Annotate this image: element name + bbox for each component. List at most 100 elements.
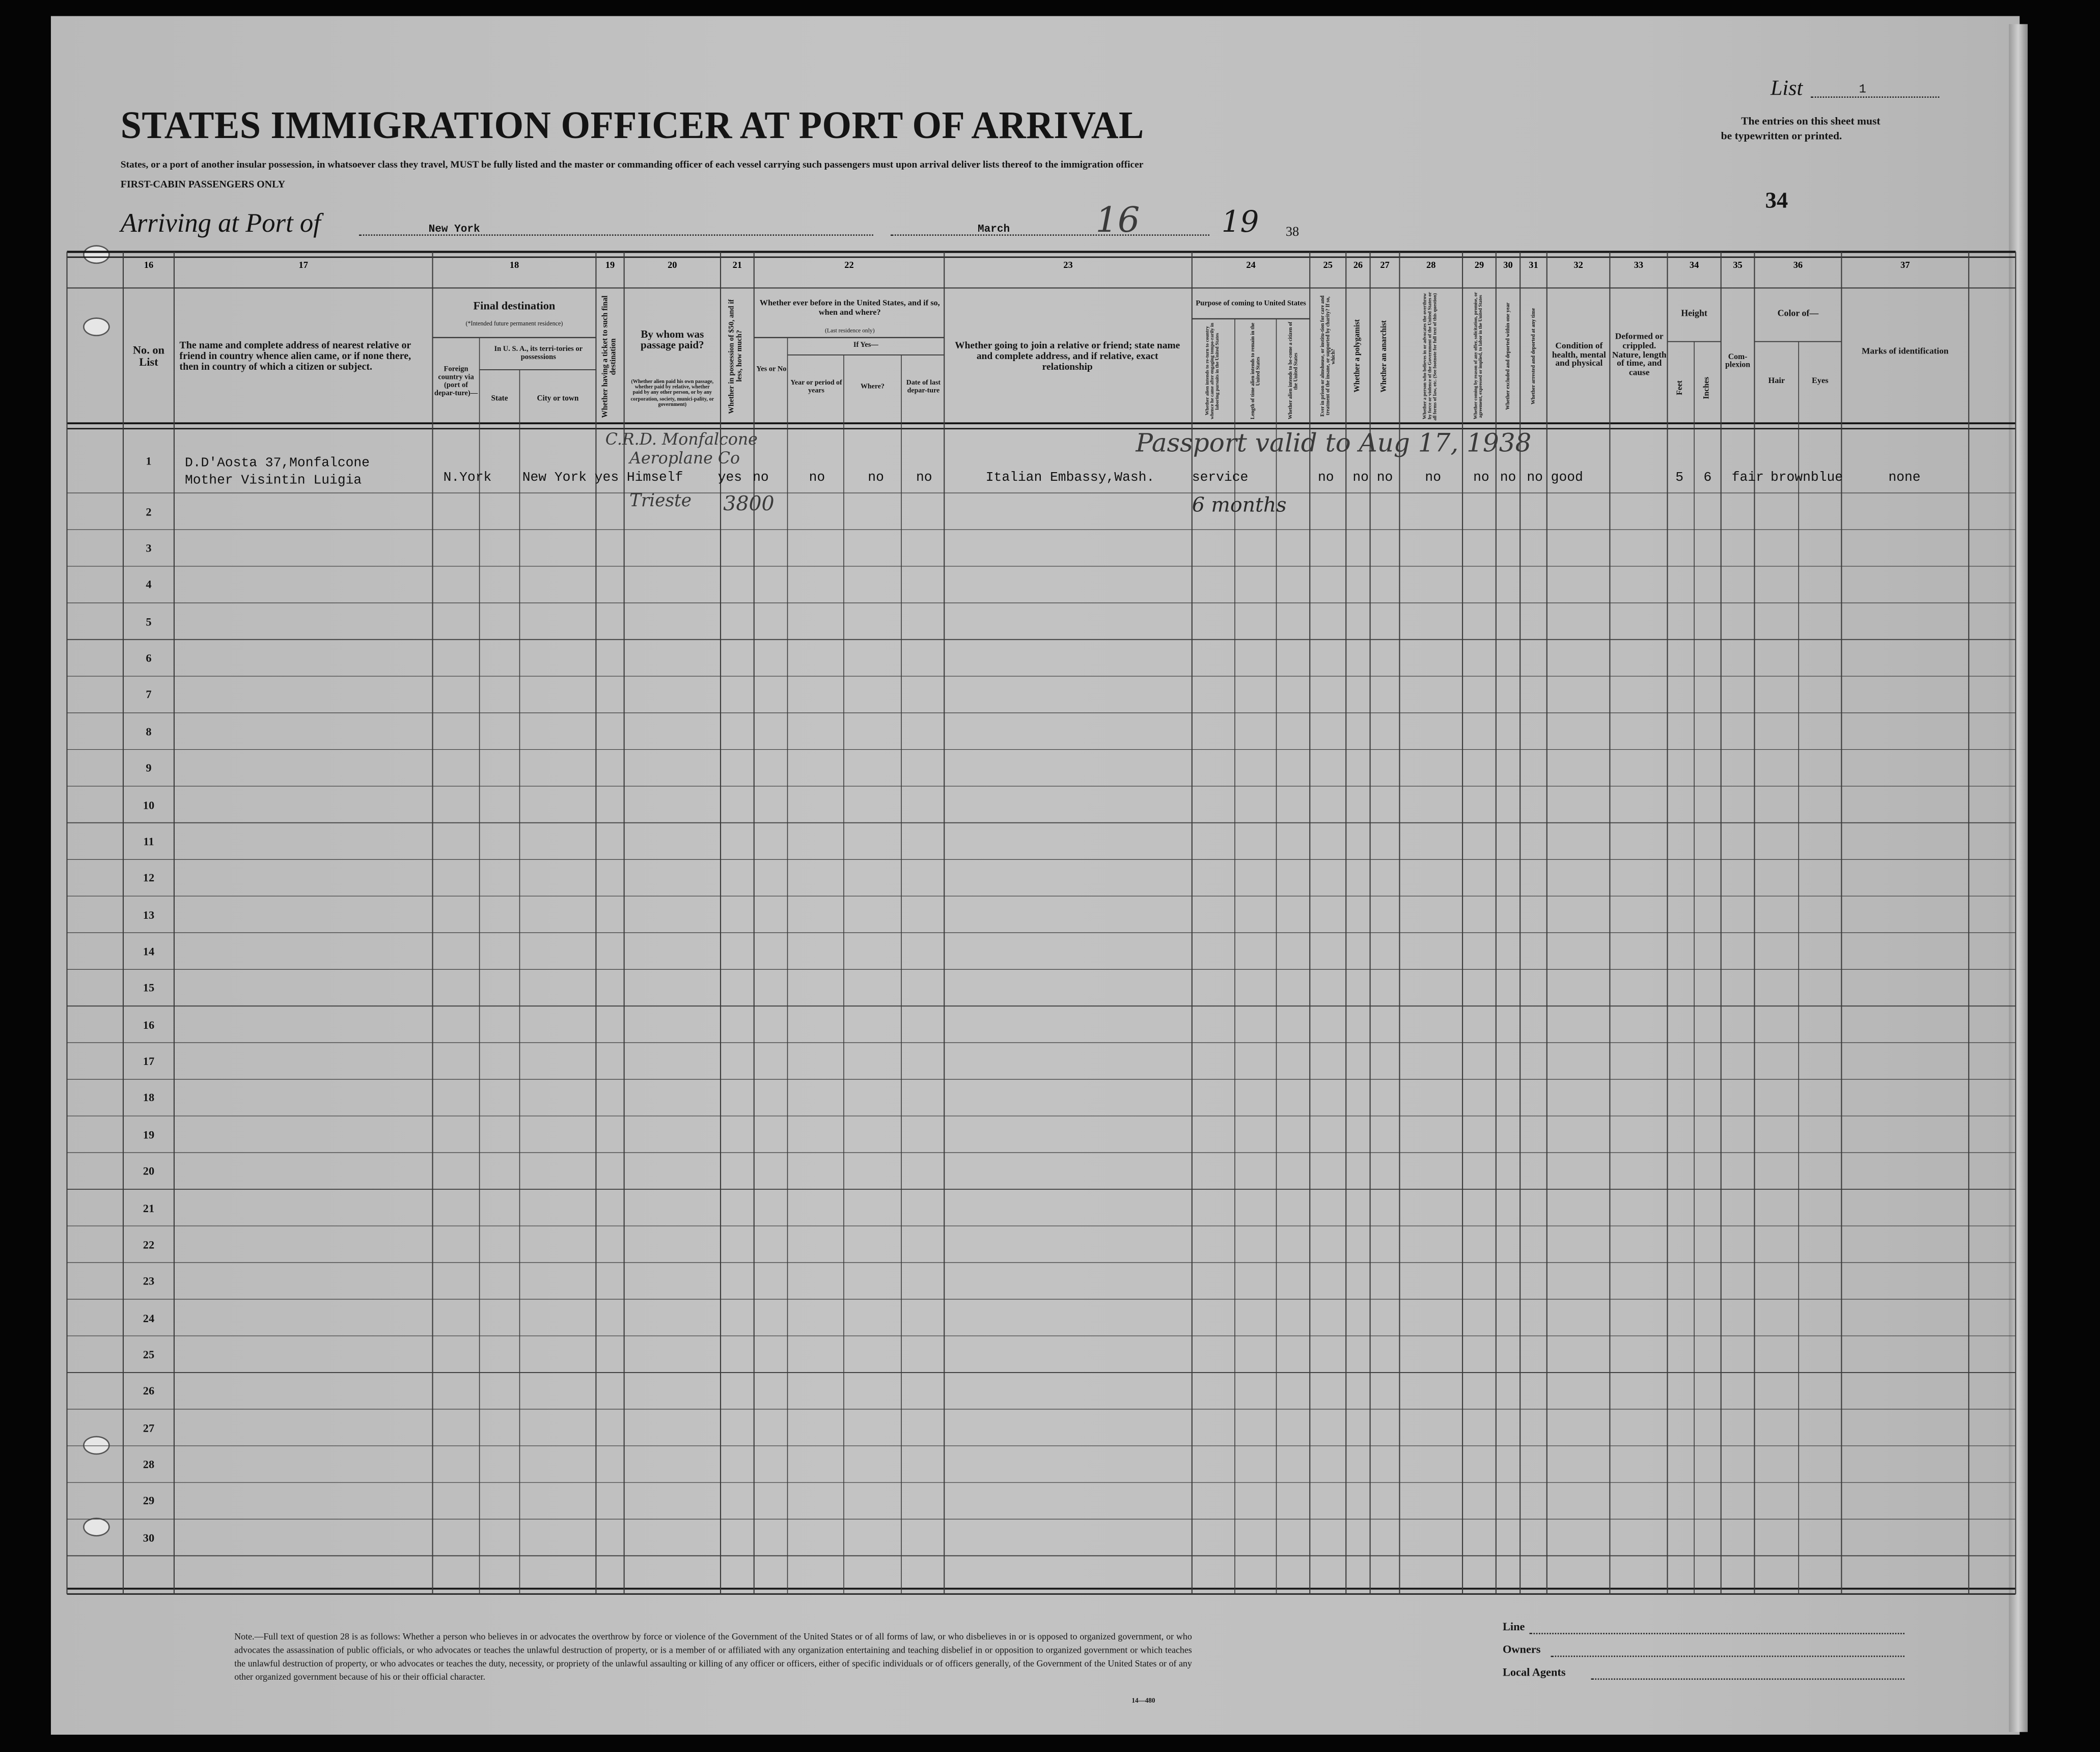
column-number: 22 [844,260,854,271]
row-number: 20 [143,1164,155,1178]
header-deformed: Deformed or crippled. Nature, length of … [1612,332,1667,378]
month-value: March [977,224,1010,236]
q28-value: no [1425,471,1442,486]
polygamist-value: no [1352,471,1369,486]
row-number: 24 [143,1310,155,1325]
column-number: 30 [1503,260,1513,271]
day-value: 16 [1095,201,1140,241]
header-height: Height [1681,310,1707,320]
column-number: 31 [1529,260,1538,271]
row-number: 26 [143,1384,155,1398]
header-complexion: Com-plexion [1725,353,1751,370]
row-number: 17 [143,1054,155,1068]
footnote-question-28: Note.—Full text of question 28 is as fol… [234,1633,1192,1683]
column-number: 28 [1426,260,1436,271]
column-number: 26 [1353,260,1363,271]
row-number: 13 [143,908,155,921]
row-number: 5 [146,614,152,628]
punch-hole [83,245,110,264]
form-number: 14—480 [1131,1698,1155,1706]
header-arrested: Whether arrested and deported at any tim… [1531,308,1536,405]
header-purpose-length: Length of time alien intends to remain i… [1250,322,1261,420]
header-fifty-dollars: Whether in possession of $50, and if les… [728,299,744,414]
relative-name: Mother Visintin Luigia [184,474,362,489]
handwritten-money: 3800 [723,491,775,516]
column-number: 17 [298,260,308,271]
row-number: 2 [146,504,152,518]
header-labor-offer: Whether coming by reason of any offer, s… [1473,292,1483,420]
list-line [1810,96,1940,98]
column-number: 19 [605,260,615,271]
q31-value: no [1527,471,1543,486]
arriving-label: Arriving at Port of [120,209,321,239]
column-number: 24 [1246,260,1256,271]
header-last-residence: (Last residence only) [825,327,875,334]
row-number: 1 [146,454,152,468]
row-number: 22 [143,1237,155,1251]
handwritten-passport-note: Passport valid to Aug 17, 1938 [1136,428,1532,458]
row-number: 10 [143,798,155,811]
class-label: FIRST-CABIN PASSENGERS ONLY [120,178,286,190]
header-city-or-town: City or town [537,395,579,403]
row-number: 16 [143,1018,155,1031]
header-color-of: Color of— [1777,310,1819,320]
punch-hole [83,1517,110,1537]
column-number: 34 [1689,260,1699,271]
header-in-usa: In U. S. A., its terri-tories or possess… [494,346,583,362]
row-number: 15 [143,981,155,995]
header-question-28: Whether a person who believes in or advo… [1422,292,1438,420]
row-number: 9 [146,761,152,775]
entries-note-2: be typewritten or printed. [1721,130,1842,142]
hair-value: brown [1770,471,1811,486]
row-number: 4 [146,578,152,591]
row-number: 23 [143,1274,155,1288]
before-date: no [916,471,932,486]
header-passage-paid-sub: (Whether alien paid his own passage, whe… [630,379,714,407]
row-number: 11 [143,834,154,848]
fifty-dollars-value: yes [717,471,742,486]
anarchist-value: no [1376,471,1393,486]
before-where: no [868,471,884,486]
header-ever-before: Whether ever before in the United States… [759,298,940,317]
header-nearest-relative: The name and complete address of nearest… [179,339,411,373]
header-joining-relative: Whether going to join a relative or frie… [955,339,1180,372]
handwritten-aeroplane-co: Aeroplane Co [629,449,740,468]
row-number: 28 [143,1457,155,1471]
column-number: 21 [732,260,742,271]
page-edges [2009,24,2028,1732]
list-label: List [1770,77,1803,101]
row-number: 18 [143,1091,155,1105]
year-prefix: 19 [1221,206,1259,240]
eyes-value: blue [1810,471,1843,486]
header-yes-or-no: Yes or No [756,366,787,374]
complexion-value: fair [1731,471,1764,486]
header-passage-paid: By whom was passage paid? [641,327,704,351]
owners-label: Owners [1502,1642,1541,1656]
header-ticket: Whether having a ticket to such final de… [602,295,618,418]
local-agents-field [1591,1678,1905,1680]
header-inches: Inches [1703,377,1711,400]
joining-value: Italian Embassy,Wash. [985,471,1155,486]
column-number: 23 [1063,260,1073,271]
before-year: no [809,471,825,486]
header-final-destination-sub: (*Intended future permanent residence) [465,319,563,326]
page-number: 34 [1765,187,1788,213]
header-marks: Marks of identification [1862,346,1949,356]
column-number: 35 [1733,260,1743,271]
ticket-value: yes [594,471,619,486]
column-number: 18 [509,260,519,271]
row-number: 8 [146,724,152,738]
header-if-yes: If Yes— [853,341,878,350]
column-number: 29 [1474,260,1484,271]
row-number: 6 [146,651,152,665]
before-yes-no: no [753,471,769,486]
row-number: 3 [146,541,152,555]
row-number: 29 [143,1494,155,1508]
header-purpose: Purpose of coming to United States [1196,300,1306,309]
inches-value: 6 [1703,471,1712,486]
row-number: 19 [143,1128,155,1141]
local-agents-label: Local Agents [1502,1665,1566,1679]
header-year-or-period: Year or period of years [790,379,842,395]
row-number: 12 [143,871,155,885]
